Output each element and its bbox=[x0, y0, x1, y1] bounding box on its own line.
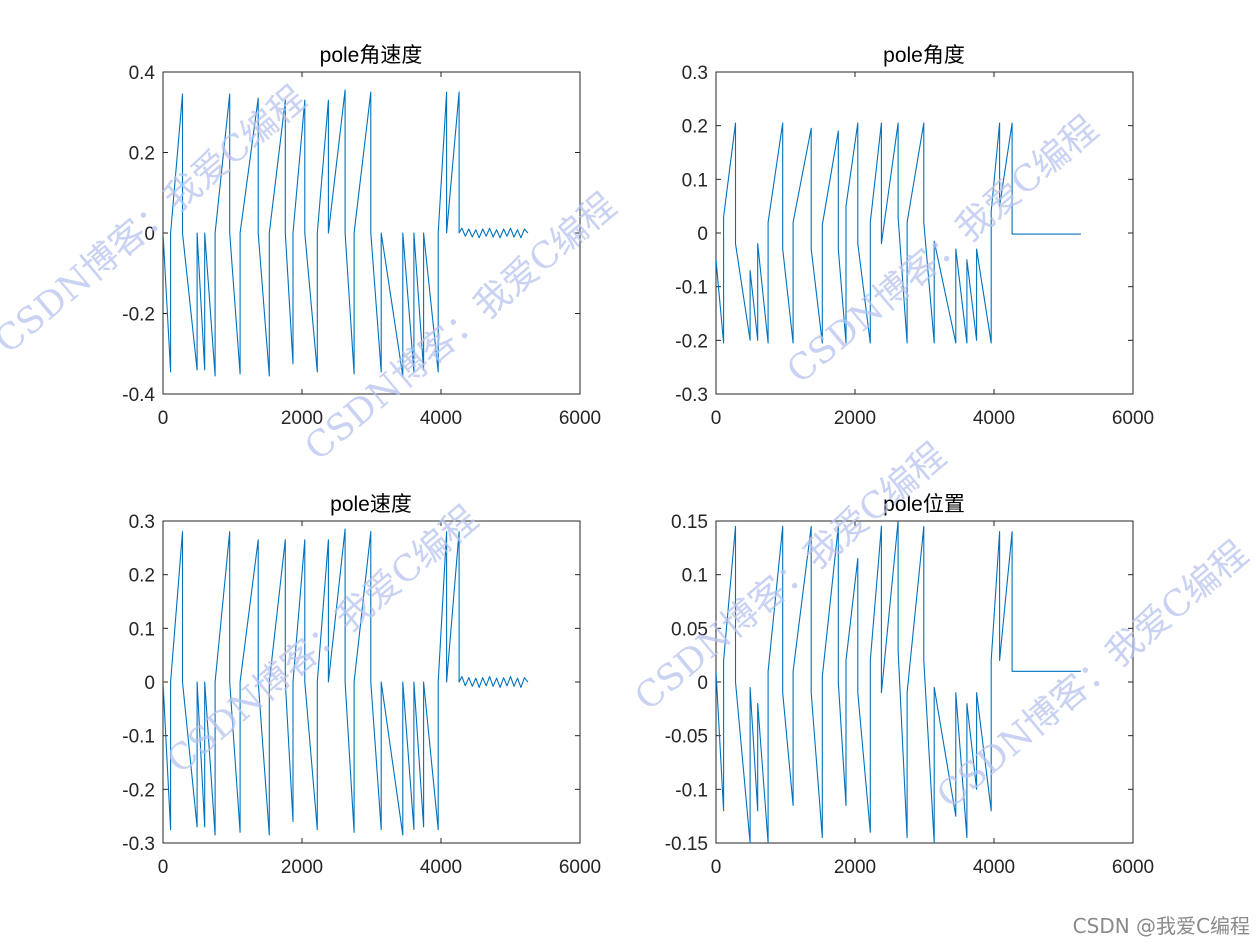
x-tick-label: 0 bbox=[158, 408, 169, 429]
x-tick-label: 0 bbox=[711, 857, 722, 878]
y-tick-label: -0.05 bbox=[665, 727, 708, 748]
y-tick-label: 0.1 bbox=[682, 170, 708, 191]
x-tick-label: 0 bbox=[711, 408, 722, 429]
subplot-angular-velocity: pole角速度 0 2000 4000 6000 -0.4 -0.2 0 0.2 0.4 bbox=[122, 44, 601, 429]
y-tick-label: -0.3 bbox=[675, 385, 708, 406]
chart-title: pole速度 bbox=[330, 493, 412, 516]
y-tick-label: 0.4 bbox=[129, 63, 156, 84]
series-line bbox=[163, 528, 529, 836]
y-tick-label: 0 bbox=[697, 224, 708, 245]
chart-title: pole位置 bbox=[883, 493, 965, 516]
y-tick-label: 0 bbox=[144, 673, 155, 694]
y-tick-label: -0.2 bbox=[122, 305, 155, 326]
y-tick-label: 0.2 bbox=[129, 566, 155, 587]
series-line bbox=[716, 122, 1081, 344]
watermark-layer: CSDN博客：我爱C编程 CSDN博客：我爱C编程 CSDN博客：我爱C编程 C… bbox=[0, 78, 1256, 816]
x-tick-label: 6000 bbox=[559, 857, 601, 878]
x-tick-label: 4000 bbox=[973, 408, 1015, 429]
series-line bbox=[163, 89, 529, 377]
y-tick-label: 0 bbox=[144, 224, 155, 245]
x-tick-label: 4000 bbox=[420, 408, 462, 429]
watermark-text: CSDN博客：我爱C编程 bbox=[159, 498, 486, 781]
x-tick-label: 6000 bbox=[1112, 408, 1154, 429]
x-tick-label: 2000 bbox=[281, 408, 323, 429]
y-tick-label: 0.2 bbox=[129, 144, 155, 165]
watermark-text: CSDN博客：我爱C编程 bbox=[627, 435, 954, 718]
chart-title: pole角速度 bbox=[320, 44, 423, 67]
watermark-text: CSDN博客：我爱C编程 bbox=[779, 108, 1106, 391]
source-credit: CSDN @我爱C编程 bbox=[1072, 914, 1250, 938]
x-tick-label: 4000 bbox=[973, 857, 1015, 878]
x-tick-label: 2000 bbox=[834, 857, 876, 878]
y-tick-label: -0.2 bbox=[675, 331, 708, 352]
chart-title: pole角度 bbox=[883, 44, 965, 67]
y-tick-label: 0.1 bbox=[682, 566, 708, 587]
watermark-text: CSDN博客：我爱C编程 bbox=[929, 533, 1256, 816]
x-tick-label: 2000 bbox=[281, 857, 323, 878]
x-tick-label: 4000 bbox=[420, 857, 462, 878]
y-tick-label: -0.15 bbox=[665, 834, 708, 855]
x-tick-label: 2000 bbox=[834, 408, 876, 429]
y-tick-label: 0.15 bbox=[671, 512, 708, 533]
subplot-angle: pole角度 0 2000 4000 6000 -0.3 -0.2 -0.1 0 0.1 0.2 0… bbox=[675, 44, 1154, 429]
watermark-text: CSDN博客：我爱C编程 bbox=[0, 78, 314, 361]
y-tick-label: -0.2 bbox=[122, 780, 155, 801]
y-tick-label: -0.4 bbox=[122, 385, 155, 406]
y-tick-label: -0.1 bbox=[675, 278, 708, 299]
axes-box bbox=[162, 71, 581, 395]
subplot-position: pole位置 0 2000 4000 6000 -0.15 -0.1 -0.05 0 0.05 0… bbox=[665, 493, 1154, 878]
y-tick-label: 0.05 bbox=[671, 619, 708, 640]
x-tick-label: 6000 bbox=[1112, 857, 1154, 878]
subplot-velocity: pole速度 0 2000 4000 6000 -0.3 -0.2 -0.1 0 0.1 0.2 0… bbox=[122, 493, 601, 878]
y-tick-label: 0 bbox=[697, 673, 708, 694]
y-tick-label: -0.1 bbox=[122, 727, 155, 748]
y-tick-label: 0.3 bbox=[682, 63, 708, 84]
y-tick-label: 0.1 bbox=[129, 619, 155, 640]
series-line bbox=[716, 521, 1081, 843]
y-tick-label: -0.1 bbox=[675, 780, 708, 801]
y-tick-label: 0.2 bbox=[682, 117, 708, 138]
x-tick-label: 0 bbox=[158, 857, 169, 878]
y-tick-label: -0.3 bbox=[122, 834, 155, 855]
x-tick-label: 6000 bbox=[559, 408, 601, 429]
y-tick-label: 0.3 bbox=[129, 512, 155, 533]
